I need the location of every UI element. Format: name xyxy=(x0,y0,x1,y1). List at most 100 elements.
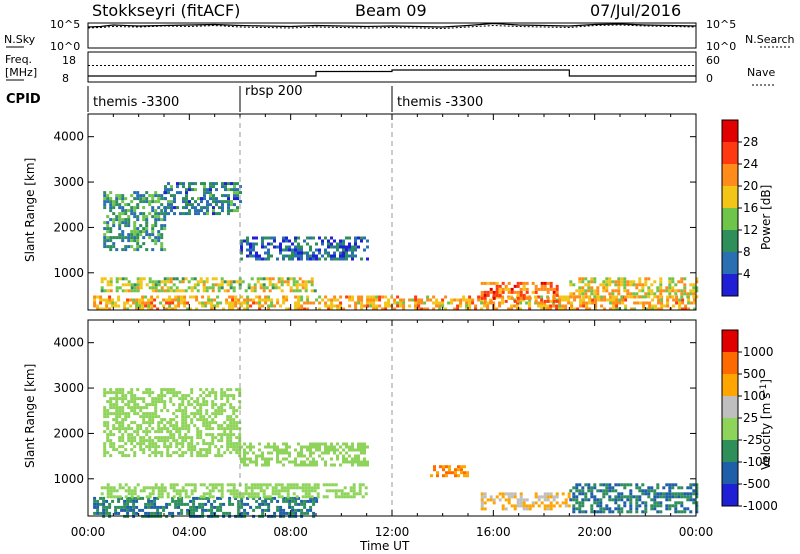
heatmap-cell xyxy=(108,502,112,506)
heatmap-cell xyxy=(168,511,172,515)
heatmap-cell xyxy=(310,495,314,499)
heatmap-cell xyxy=(354,242,357,246)
heatmap-cell xyxy=(456,298,460,302)
heatmap-cell xyxy=(621,301,625,305)
heatmap-cell xyxy=(647,292,651,296)
heatmap-cell xyxy=(270,457,273,461)
heatmap-cell xyxy=(534,301,538,305)
heatmap-cell xyxy=(145,495,149,499)
heatmap-cell xyxy=(235,424,239,428)
heatmap-cell xyxy=(135,307,139,311)
heatmap-cell xyxy=(615,295,619,299)
heatmap-cell xyxy=(232,492,236,496)
power-heatmap-cells xyxy=(93,182,699,311)
heatmap-cell xyxy=(289,483,293,487)
heatmap-cell xyxy=(265,486,269,490)
heatmap-cell xyxy=(226,442,230,446)
heatmap-cell xyxy=(160,209,164,213)
heatmap-cell xyxy=(286,495,290,499)
heatmap-cell xyxy=(513,290,517,294)
heatmap-cell xyxy=(665,483,669,487)
heatmap-cell xyxy=(121,289,125,293)
heatmap-cell xyxy=(626,283,630,287)
heatmap-cell xyxy=(590,489,594,493)
heatmap-cell xyxy=(157,200,161,204)
heatmap-cell xyxy=(372,307,376,311)
heatmap-cell xyxy=(154,430,158,434)
heatmap-cell xyxy=(160,391,164,395)
heatmap-cell xyxy=(617,504,621,508)
heatmap-cell xyxy=(294,295,298,299)
heatmap-cell xyxy=(232,442,236,446)
heatmap-cell xyxy=(232,489,236,493)
heatmap-cell xyxy=(605,286,609,290)
heatmap-cell xyxy=(588,307,592,311)
heatmap-cell xyxy=(226,400,230,404)
heatmap-cell xyxy=(190,454,194,458)
heatmap-cell xyxy=(468,307,472,311)
heatmap-cell xyxy=(360,239,363,243)
heatmap-cell xyxy=(133,451,137,455)
heatmap-cell xyxy=(543,304,547,308)
heatmap-cell xyxy=(328,489,332,493)
freq-unit-label: [MHz] xyxy=(5,66,37,79)
heatmap-cell xyxy=(578,295,582,299)
heatmap-cell xyxy=(142,436,146,440)
heatmap-cell xyxy=(160,495,164,499)
heatmap-cell xyxy=(130,212,134,216)
heatmap-cell xyxy=(590,495,594,499)
heatmap-cell xyxy=(181,442,185,446)
heatmap-cell xyxy=(572,507,576,511)
heatmap-cell xyxy=(136,245,140,249)
heatmap-cell xyxy=(593,495,597,499)
heatmap-cell xyxy=(555,299,559,303)
heatmap-cell xyxy=(579,304,583,308)
heatmap-cell xyxy=(581,486,585,490)
heatmap-cell xyxy=(501,298,505,302)
heatmap-cell xyxy=(220,492,224,496)
heatmap-cell xyxy=(206,212,209,216)
heatmap-cell xyxy=(142,197,146,201)
heatmap-cell xyxy=(357,298,361,302)
heatmap-cell xyxy=(227,209,230,213)
heatmap-cell xyxy=(163,218,167,222)
heatmap-cell xyxy=(184,418,188,422)
heatmap-cell xyxy=(227,197,230,201)
heatmap-cell xyxy=(109,227,113,231)
heatmap-cell xyxy=(203,182,206,186)
heatmap-cell xyxy=(408,304,412,308)
heatmap-cell xyxy=(187,286,191,290)
heatmap-cell xyxy=(282,295,286,299)
heatmap-cell xyxy=(285,445,288,449)
heatmap-cell xyxy=(339,463,342,467)
heatmap-cell xyxy=(130,206,134,210)
heatmap-cell xyxy=(668,486,672,490)
heatmap-cell xyxy=(480,290,484,294)
heatmap-cell xyxy=(238,451,242,455)
heatmap-cell xyxy=(200,197,203,201)
heatmap-cell xyxy=(246,445,249,449)
heatmap-cell xyxy=(123,307,127,311)
heatmap-cell xyxy=(492,281,496,285)
heatmap-cell xyxy=(653,280,657,284)
heatmap-cell xyxy=(172,439,176,443)
heatmap-cell xyxy=(540,495,544,499)
heatmap-cell xyxy=(334,489,338,493)
heatmap-cell xyxy=(203,185,206,189)
heatmap-cell xyxy=(626,495,630,499)
heatmap-cell xyxy=(118,406,122,410)
heatmap-cell xyxy=(181,489,185,493)
heatmap-cell xyxy=(614,501,618,505)
heatmap-cell xyxy=(219,496,223,500)
heatmap-cell xyxy=(555,290,559,294)
heatmap-cell xyxy=(441,298,445,302)
heatmap-cell xyxy=(615,307,619,311)
heatmap-cell xyxy=(106,421,110,425)
heatmap-cell xyxy=(549,284,553,288)
heatmap-cell xyxy=(232,427,236,431)
heatmap-cell xyxy=(617,507,621,511)
heatmap-cell xyxy=(236,197,239,201)
heatmap-cell xyxy=(187,445,191,449)
heatmap-cell xyxy=(295,483,299,487)
heatmap-cell xyxy=(181,277,185,281)
